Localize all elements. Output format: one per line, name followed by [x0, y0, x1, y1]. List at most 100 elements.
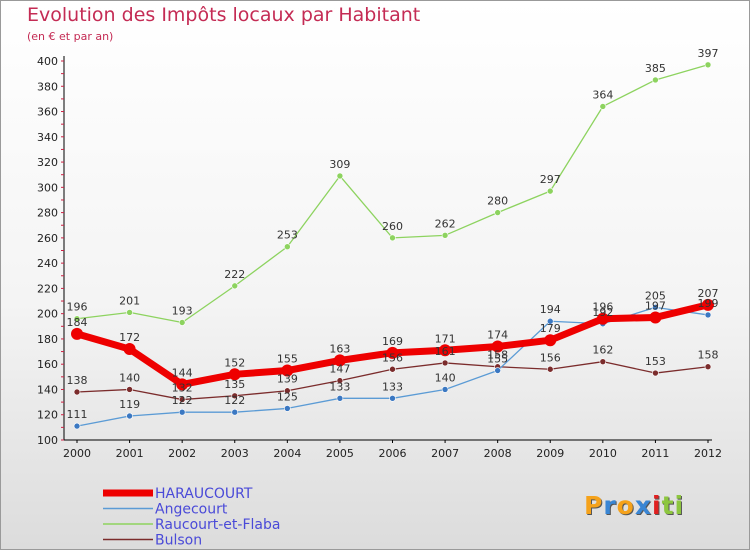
y-tick-label: 320	[37, 156, 58, 169]
x-tick-label: 2011	[641, 447, 669, 460]
y-tick-label: 140	[37, 383, 58, 396]
data-label: 207	[698, 287, 719, 300]
data-label: 196	[592, 301, 613, 314]
logo-letter: t	[661, 491, 675, 520]
data-label: 119	[119, 398, 140, 411]
data-point	[491, 340, 504, 353]
x-tick-label: 2009	[536, 447, 564, 460]
y-tick-label: 120	[37, 409, 58, 422]
data-point	[178, 408, 186, 416]
data-point	[281, 364, 294, 377]
data-label: 262	[435, 217, 456, 230]
data-label: 184	[67, 316, 88, 329]
legend-label: HARAUCOURT	[155, 486, 253, 502]
data-label: 139	[277, 373, 298, 386]
data-point	[123, 343, 136, 356]
data-label: 111	[67, 408, 88, 421]
data-label: 172	[119, 331, 140, 344]
data-label: 196	[67, 301, 88, 314]
data-label: 193	[172, 305, 193, 318]
data-label: 161	[435, 345, 456, 358]
data-point	[126, 309, 133, 316]
y-tick-label: 100	[37, 434, 58, 447]
data-label: 140	[435, 371, 456, 384]
x-tick-label: 2000	[63, 447, 91, 460]
data-point	[126, 412, 133, 420]
data-label: 156	[382, 351, 403, 364]
data-label: 199	[698, 297, 719, 310]
data-point	[336, 395, 344, 402]
data-point	[126, 386, 133, 393]
y-tick-label: 160	[37, 358, 58, 371]
data-label: 280	[487, 195, 508, 208]
data-point	[231, 282, 239, 290]
data-label: 179	[540, 322, 561, 335]
y-tick-label: 400	[37, 55, 58, 68]
y-tick-label: 380	[37, 80, 58, 93]
data-point	[599, 103, 607, 110]
x-tick-label: 2004	[273, 447, 301, 460]
data-label: 135	[224, 378, 245, 391]
x-tick-label: 2010	[589, 447, 617, 460]
data-label: 174	[487, 329, 508, 342]
x-tick-label: 2006	[379, 447, 407, 460]
logo-letter: o	[616, 491, 635, 520]
x-tick-label: 2012	[694, 447, 722, 460]
chart-title: Evolution des Impôts locaux par Habitant	[27, 4, 421, 26]
data-point	[599, 358, 607, 365]
data-point	[336, 377, 344, 384]
data-point	[73, 315, 81, 323]
data-point	[704, 311, 712, 319]
data-point	[441, 232, 449, 239]
data-label: 222	[224, 268, 245, 281]
x-tick-label: 2005	[326, 447, 354, 460]
data-label: 147	[329, 363, 350, 376]
data-point	[228, 368, 241, 381]
logo-letter: r	[603, 491, 617, 520]
data-label: 297	[540, 173, 561, 186]
data-label: 122	[172, 394, 193, 407]
x-tick-label: 2001	[116, 447, 144, 460]
data-label: 133	[329, 380, 350, 393]
data-label: 253	[277, 229, 298, 242]
data-point	[544, 334, 557, 347]
x-tick-label: 2002	[168, 447, 196, 460]
data-label: 163	[329, 342, 350, 355]
x-tick-label: 2008	[484, 447, 512, 460]
data-label: 156	[540, 351, 561, 364]
data-label: 125	[277, 390, 298, 403]
y-tick-label: 300	[37, 181, 58, 194]
logo-letter: i	[652, 491, 662, 520]
data-point	[284, 405, 291, 412]
data-label: 171	[435, 332, 456, 345]
data-point	[546, 187, 554, 195]
data-label: 309	[329, 158, 350, 171]
data-point	[389, 395, 396, 402]
data-point	[73, 388, 81, 396]
data-label: 169	[382, 335, 403, 348]
series-haraucourt	[71, 298, 714, 391]
logo-letter: x	[634, 491, 652, 520]
data-label: 385	[645, 62, 666, 75]
y-tick-label: 180	[37, 333, 58, 346]
data-label: 397	[698, 47, 719, 60]
data-label: 152	[224, 356, 245, 369]
data-point	[333, 354, 346, 367]
data-point	[284, 387, 291, 395]
data-point	[336, 172, 344, 180]
x-tick-label: 2007	[431, 447, 459, 460]
data-label: 192	[592, 306, 613, 319]
data-label: 205	[645, 289, 666, 302]
logo-letter: P	[584, 491, 604, 520]
data-point	[389, 234, 396, 242]
data-point	[178, 319, 186, 326]
legend-label: Angecourt	[155, 502, 228, 518]
data-point	[441, 359, 449, 367]
data-label: 158	[698, 349, 719, 362]
x-tick-label: 2003	[221, 447, 249, 460]
data-label: 194	[540, 303, 561, 316]
data-label: 138	[67, 374, 88, 387]
y-tick-label: 220	[37, 282, 58, 295]
